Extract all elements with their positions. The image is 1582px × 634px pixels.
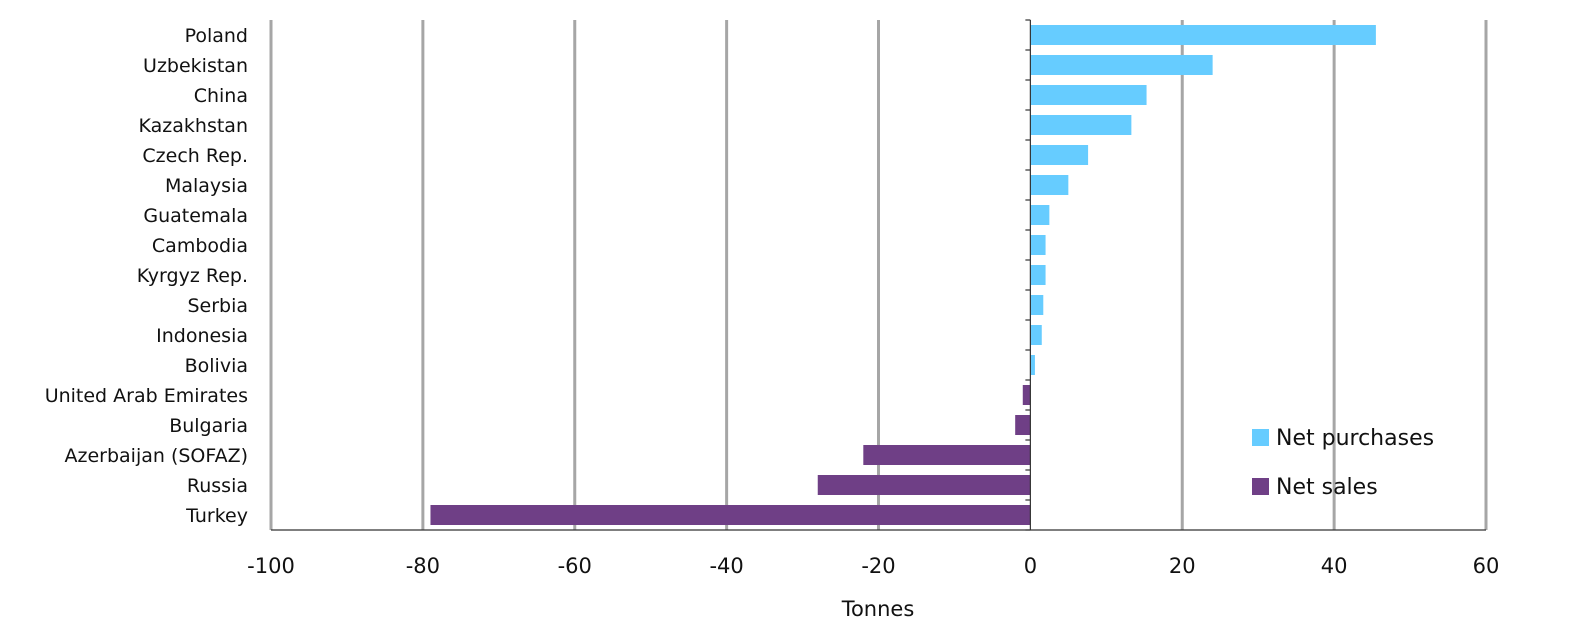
x-tick-label-6: 20 [1169,554,1196,578]
category-label-4: Czech Rep. [142,145,248,167]
axes [271,19,1486,531]
bar-4 [1030,145,1089,165]
legend-swatch-net-sales [1252,478,1269,495]
category-label-0: Poland [185,25,248,47]
legend: Net purchases Net sales [1252,426,1434,500]
category-label-9: Serbia [187,295,248,317]
category-label-11: Bolivia [185,355,248,377]
category-label-14: Azerbaijan (SOFAZ) [65,445,249,467]
bar-11 [1030,355,1035,375]
category-label-2: China [194,85,248,107]
bar-10 [1030,325,1042,345]
x-tick-label-7: 40 [1321,554,1348,578]
bar-0 [1030,25,1376,45]
category-label-5: Malaysia [165,175,248,197]
category-label-1: Uzbekistan [143,55,248,77]
bar-12 [1022,385,1031,405]
x-tick-label-1: -80 [406,554,440,578]
x-tick-label-2: -60 [558,554,592,578]
category-label-10: Indonesia [156,325,248,347]
bar-6 [1030,205,1050,225]
x-tick-label-8: 60 [1473,554,1500,578]
category-label-7: Cambodia [152,235,248,257]
x-tick-label-4: -20 [861,554,895,578]
bar-13 [1015,415,1031,435]
bar-15 [817,475,1031,495]
category-labels: Poland Uzbekistan China Kazakhstan Czech Rep… [45,25,248,527]
x-tick-labels: -100 -80 -60 -40 -20 0 20 40 60 [247,554,1499,578]
bar-5 [1030,175,1069,195]
legend-label-net-purchases: Net purchases [1276,426,1434,451]
legend-swatch-net-purchases [1252,429,1269,446]
category-label-16: Turkey [185,505,248,527]
x-axis-title: Tonnes [841,597,915,621]
category-label-12: United Arab Emirates [45,385,248,407]
x-tick-label-3: -40 [709,554,743,578]
legend-label-net-sales: Net sales [1276,475,1378,500]
bar-14 [863,445,1031,465]
bar-2 [1030,85,1147,105]
bar-8 [1030,265,1046,285]
bar-16 [430,505,1031,525]
bar-7 [1030,235,1046,255]
bar-3 [1030,115,1132,135]
x-tick-label-0: -100 [247,554,295,578]
bar-9 [1030,295,1044,315]
category-label-6: Guatemala [143,205,248,227]
category-label-15: Russia [187,475,248,497]
category-label-3: Kazakhstan [139,115,248,137]
x-tick-label-5: 0 [1024,554,1037,578]
bar-1 [1030,55,1213,75]
category-label-13: Bulgaria [169,415,248,437]
category-label-8: Kyrgyz Rep. [137,265,248,287]
gridlines [269,20,1488,530]
bars [430,25,1376,525]
